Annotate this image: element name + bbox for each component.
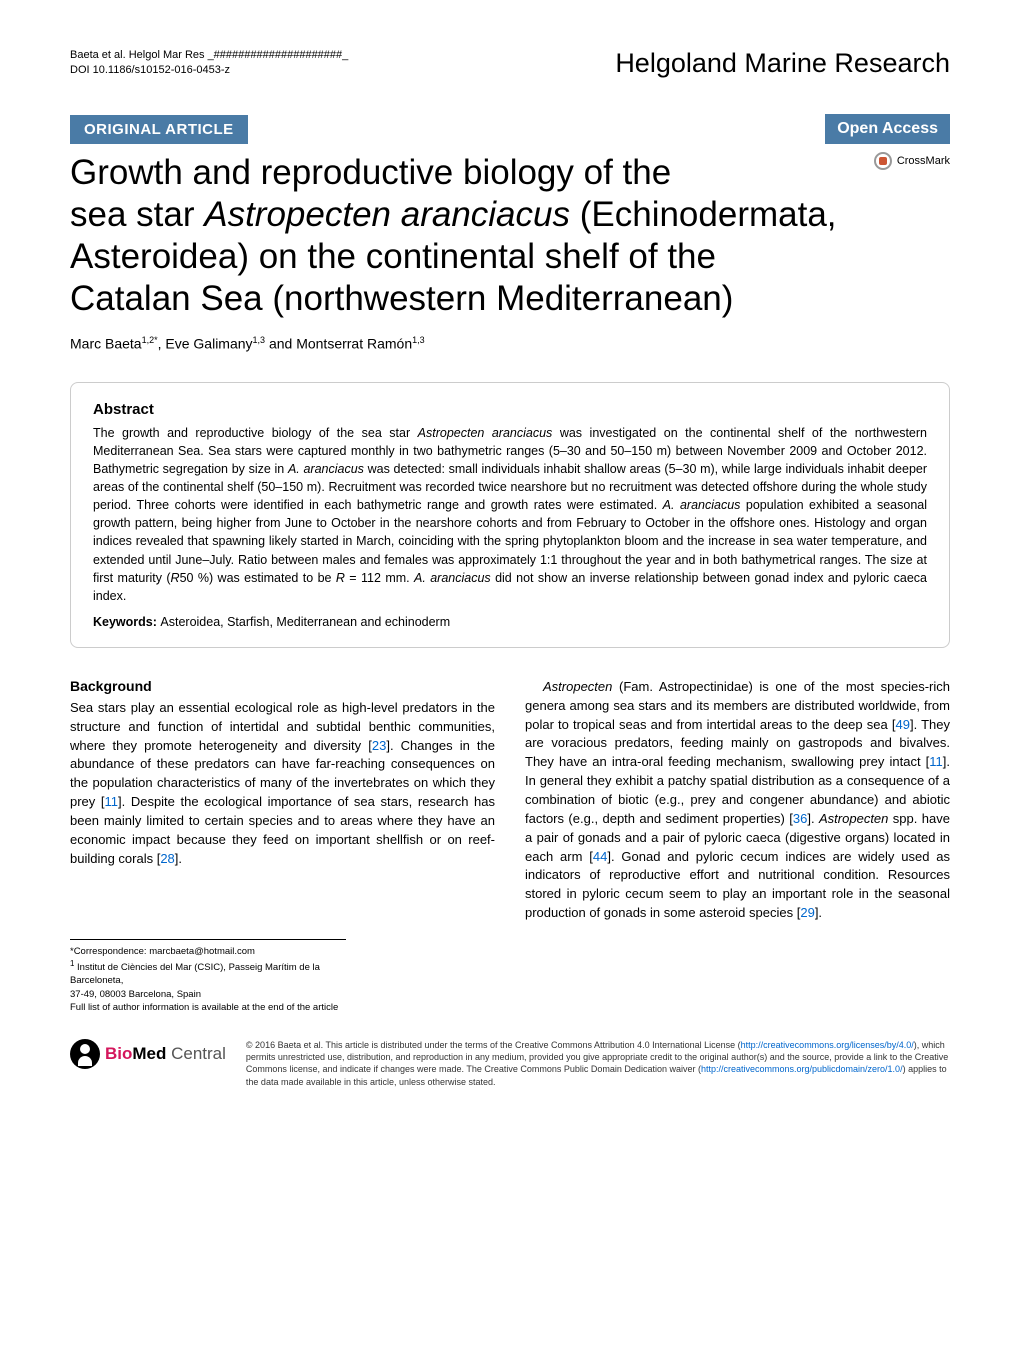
keywords: Keywords: Asteroidea, Starfish, Mediterr… <box>93 615 927 629</box>
crossmark-label: CrossMark <box>897 155 950 167</box>
biomed-logo: BioMed Central <box>70 1039 226 1069</box>
column-right: Astropecten (Fam. Astropectinidae) is on… <box>525 678 950 1014</box>
correspondence-email: *Correspondence: marcbaeta@hotmail.com <box>70 945 346 958</box>
title-line3: Asteroidea) on the continental shelf of … <box>70 237 716 276</box>
ref-link-28[interactable]: 28 <box>160 851 174 866</box>
biomed-icon <box>70 1039 100 1069</box>
authors: Marc Baeta1,2*, Eve Galimany1,3 and Mont… <box>70 335 950 352</box>
background-heading: Background <box>70 678 495 694</box>
abstract-text: The growth and reproductive biology of t… <box>93 424 927 605</box>
ref-link-44[interactable]: 44 <box>593 849 607 864</box>
abstract-box: Abstract The growth and reproductive bio… <box>70 382 950 648</box>
author2-aff: 1,3 <box>253 335 266 345</box>
crossmark-badge[interactable]: CrossMark <box>874 152 950 170</box>
author1-name: Marc Baeta <box>70 336 142 352</box>
article-type-bar: ORIGINAL ARTICLE Open Access <box>70 114 950 144</box>
citation-line1: Baeta et al. Helgol Mar Res _###########… <box>70 48 348 63</box>
page-container: Baeta et al. Helgol Mar Res _###########… <box>0 0 1020 1118</box>
footer: BioMed Central © 2016 Baeta et al. This … <box>70 1039 950 1088</box>
title-line1: Growth and reproductive biology of the <box>70 153 671 192</box>
ref-link-49[interactable]: 49 <box>895 717 909 732</box>
crossmark-icon <box>874 152 892 170</box>
author3-aff: 1,3 <box>412 335 425 345</box>
biomed-text: BioMed Central <box>105 1044 226 1064</box>
ref-link-36[interactable]: 36 <box>793 811 807 826</box>
title-line2b: Astropecten aranciacus <box>204 195 570 234</box>
license-link-pd[interactable]: http://creativecommons.org/publicdomain/… <box>701 1064 903 1074</box>
keywords-text: Asteroidea, Starfish, Mediterranean and … <box>160 615 450 629</box>
abstract-heading: Abstract <box>93 401 927 418</box>
author2-name: , Eve Galimany <box>158 336 253 352</box>
citation-line2: DOI 10.1186/s10152-016-0453-z <box>70 63 348 78</box>
journal-name: Helgoland Marine Research <box>615 48 950 79</box>
title-line4: Catalan Sea (northwestern Mediterranean) <box>70 279 733 318</box>
ref-link-23[interactable]: 23 <box>372 738 386 753</box>
title-line2a: sea star <box>70 195 204 234</box>
keywords-label: Keywords: <box>93 615 160 629</box>
background-text: Sea stars play an essential ecological r… <box>70 699 495 869</box>
header-top: Baeta et al. Helgol Mar Res _###########… <box>70 48 950 79</box>
article-title: Growth and reproductive biology of the s… <box>70 152 874 320</box>
ref-link-29[interactable]: 29 <box>800 905 814 920</box>
title-line2c: (Echinodermata, <box>570 195 837 234</box>
content-columns: Background Sea stars play an essential e… <box>70 678 950 1014</box>
column-left: Background Sea stars play an essential e… <box>70 678 495 1014</box>
correspondence-address: 37-49, 08003 Barcelona, Spain <box>70 988 346 1001</box>
license-text: © 2016 Baeta et al. This article is dist… <box>246 1039 950 1088</box>
license-link-cc[interactable]: http://creativecommons.org/licenses/by/4… <box>741 1040 914 1050</box>
ref-link-11b[interactable]: 11 <box>929 754 943 769</box>
ref-link-11[interactable]: 11 <box>105 794 119 809</box>
correspondence-affiliation: 1 Institut de Ciències del Mar (CSIC), P… <box>70 958 346 988</box>
author3-name: and Montserrat Ramón <box>265 336 412 352</box>
citation-info: Baeta et al. Helgol Mar Res _###########… <box>70 48 348 79</box>
correspondence-note: Full list of author information is avail… <box>70 1001 346 1014</box>
author1-aff: 1,2* <box>142 335 158 345</box>
open-access-badge: Open Access <box>825 114 950 144</box>
title-row: Growth and reproductive biology of the s… <box>70 152 950 335</box>
correspondence-block: *Correspondence: marcbaeta@hotmail.com 1… <box>70 939 346 1015</box>
article-type-badge: ORIGINAL ARTICLE <box>70 115 248 144</box>
col2-text: Astropecten (Fam. Astropectinidae) is on… <box>525 678 950 923</box>
